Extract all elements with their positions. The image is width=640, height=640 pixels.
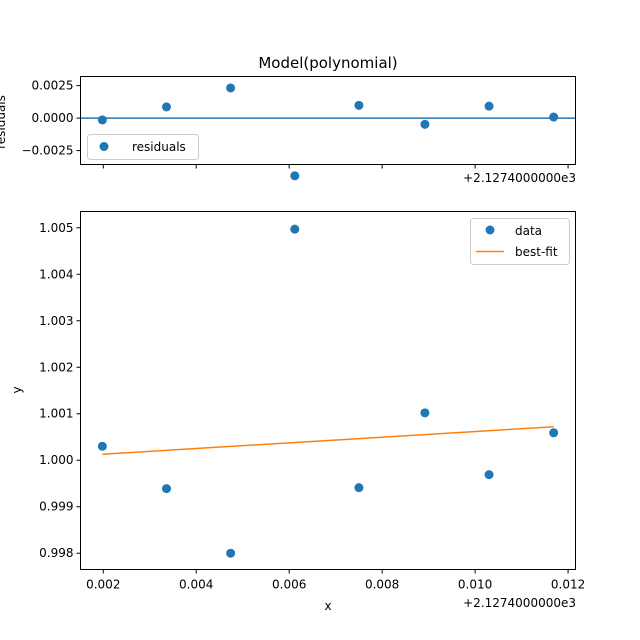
residuals-point	[484, 101, 494, 111]
residuals-panel: Model(polynomial) residuals −0.0025 0.000…	[0, 54, 576, 185]
data-legend-label: data	[515, 224, 542, 238]
data-x-axis-label: x	[324, 599, 331, 613]
data-axes-frame	[80, 211, 576, 570]
data-x-tick-label: 0.008	[365, 578, 399, 592]
best-fit-line	[102, 426, 554, 455]
data-legend-marker	[485, 225, 495, 235]
residuals-point	[161, 102, 171, 112]
residuals-title: Model(polynomial)	[258, 54, 397, 72]
residuals-y-tick-label: 0.0025	[32, 79, 74, 93]
best-fit-legend-label: best-fit	[515, 245, 558, 259]
residuals-y-tick-label: −0.0025	[21, 144, 73, 158]
residuals-y-tick-label: 0.0000	[32, 111, 74, 125]
data-x-tick-label: 0.004	[179, 578, 213, 592]
data-point	[484, 470, 494, 480]
data-y-tick-label: 1.002	[39, 360, 73, 374]
data-y-axis-label: y	[10, 386, 24, 393]
residuals-legend-label: residuals	[132, 140, 186, 154]
data-y-tick-label: 0.998	[39, 546, 73, 560]
data-y-tick-label: 1.003	[39, 314, 73, 328]
data-x-tick-label: 0.006	[272, 578, 306, 592]
data-x-tick-label: 0.012	[551, 578, 585, 592]
residuals-point	[420, 119, 430, 129]
data-panel: x y 0.002 0.004 0.006 0.008 0.010 0.0120.9980…	[10, 211, 585, 613]
data-point	[226, 548, 236, 558]
data-point	[161, 484, 171, 494]
residuals-point	[290, 171, 300, 181]
data-y-tick-label: 0.999	[39, 500, 73, 514]
residuals-point	[549, 112, 559, 122]
data-legend-box	[470, 218, 570, 265]
residuals-y-axis-label: residuals	[0, 95, 8, 149]
data-point	[354, 483, 364, 493]
data-y-tick-label: 1.001	[39, 407, 73, 421]
data-x-tick-label: 0.010	[458, 578, 492, 592]
residuals-axes-frame	[80, 76, 576, 165]
residuals-legend: residuals	[87, 134, 199, 160]
residuals-point	[97, 115, 107, 125]
data-y-tick-label: 1.004	[39, 267, 73, 281]
residuals-point	[226, 83, 236, 93]
data-point	[97, 441, 107, 451]
data-point	[549, 428, 559, 438]
residuals-axis-ticks: −0.0025 0.0000 0.0025	[21, 79, 569, 169]
data-point	[420, 408, 430, 418]
data-y-tick-label: 1.000	[39, 453, 73, 467]
residuals-x-offset-text: +2.1274000000e3	[463, 171, 576, 185]
data-point	[290, 224, 300, 234]
data-x-offset-text: +2.1274000000e3	[463, 596, 576, 610]
data-axis-ticks: 0.002 0.004 0.006 0.008 0.010 0.012 0.998 0.999…	[39, 221, 585, 592]
residuals-legend-marker	[99, 142, 109, 151]
data-plot-area	[97, 224, 559, 558]
data-legend: data best-fit	[470, 218, 570, 265]
residuals-plot-area	[80, 83, 576, 181]
residuals-legend-box	[87, 134, 199, 160]
residuals-point	[354, 100, 364, 110]
data-x-tick-label: 0.002	[86, 578, 120, 592]
data-y-tick-label: 1.005	[39, 221, 73, 235]
